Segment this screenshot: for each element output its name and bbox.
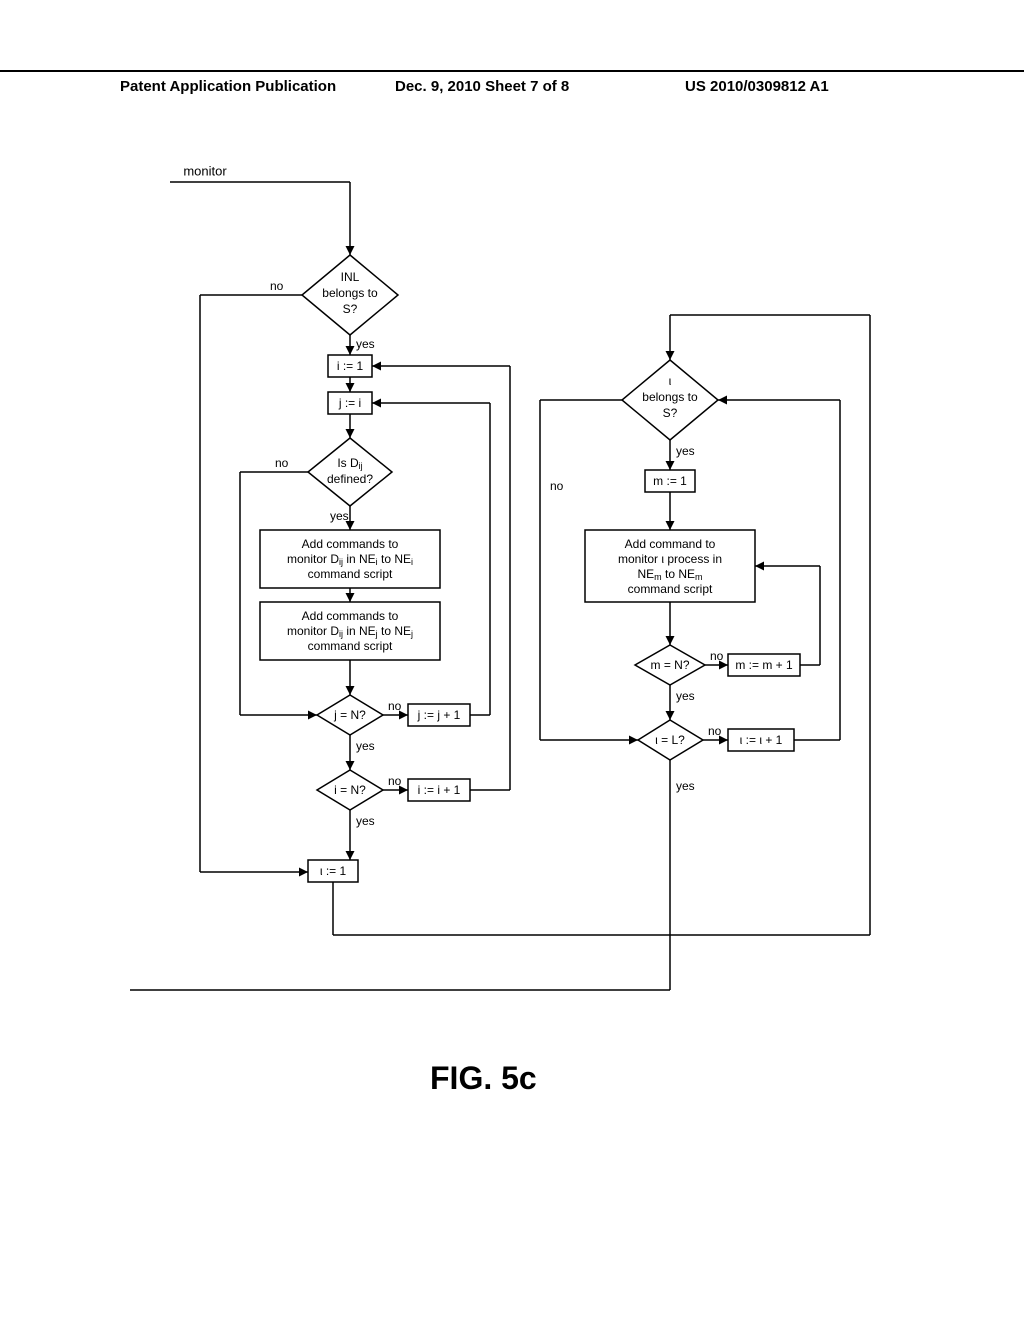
- d-mn: m = N?: [650, 658, 689, 672]
- r-jj1: j := j + 1: [417, 708, 461, 722]
- r-m1: m := 1: [653, 474, 687, 488]
- d-ls-l2: belongs to: [642, 390, 698, 404]
- lbl-no-7: no: [708, 724, 722, 738]
- lbl-yes-7: yes: [676, 779, 695, 793]
- d-in: i = N?: [334, 783, 366, 797]
- r-add3-l3: NEm to NEm: [637, 567, 702, 582]
- lbl-yes-4: yes: [356, 814, 375, 828]
- d-ll: ι = L?: [655, 733, 685, 747]
- lbl-yes-6: yes: [676, 689, 695, 703]
- lbl-no-1: no: [270, 279, 284, 293]
- lbl-yes-5: yes: [676, 444, 695, 458]
- header-center: Dec. 9, 2010 Sheet 7 of 8: [395, 78, 569, 95]
- r-add1-l1: Add commands to: [302, 537, 399, 551]
- r-add2-l3: command script: [308, 639, 393, 653]
- lbl-yes-2: yes: [330, 509, 349, 523]
- r-add2-l2: monitor Dij in NEj to NEj: [287, 624, 413, 639]
- entry-label: monitor: [183, 163, 227, 178]
- r-add1-l2: monitor Dij in NEi to NEi: [287, 552, 413, 567]
- r-ji: j := i: [338, 396, 361, 410]
- r-l1: ι := 1: [320, 864, 347, 878]
- header-left: Patent Application Publication: [120, 78, 336, 95]
- flowchart: monitor INL belongs to S? no yes i := 1 …: [130, 160, 890, 1000]
- d-ls-l1: ι: [669, 374, 672, 388]
- r-add1-l3: command script: [308, 567, 393, 581]
- r-ii1: i := i + 1: [418, 783, 461, 797]
- r-add3-l4: command script: [628, 582, 713, 596]
- d-dij-l2: defined?: [327, 472, 373, 486]
- r-ll1: ι := ι + 1: [740, 733, 783, 747]
- r-i1: i := 1: [337, 359, 364, 373]
- lbl-yes-3: yes: [356, 739, 375, 753]
- d-jn: j = N?: [333, 708, 366, 722]
- d-inl-l3: S?: [343, 302, 358, 316]
- r-add3-l1: Add command to: [625, 537, 716, 551]
- d-inl-l2: belongs to: [322, 286, 378, 300]
- d-ls-l3: S?: [663, 406, 678, 420]
- lbl-no-3: no: [388, 699, 402, 713]
- lbl-no-2: no: [275, 456, 289, 470]
- header-right: US 2010/0309812 A1: [685, 78, 829, 95]
- lbl-yes-1: yes: [356, 337, 375, 351]
- r-add2-l1: Add commands to: [302, 609, 399, 623]
- figure-caption: FIG. 5c: [430, 1060, 537, 1097]
- lbl-no-4: no: [388, 774, 402, 788]
- lbl-no-5: no: [550, 479, 564, 493]
- d-inl-l1: INL: [341, 270, 360, 284]
- r-mm1: m := m + 1: [735, 658, 793, 672]
- r-add3-l2: monitor ι process in: [618, 552, 722, 566]
- lbl-no-6: no: [710, 649, 724, 663]
